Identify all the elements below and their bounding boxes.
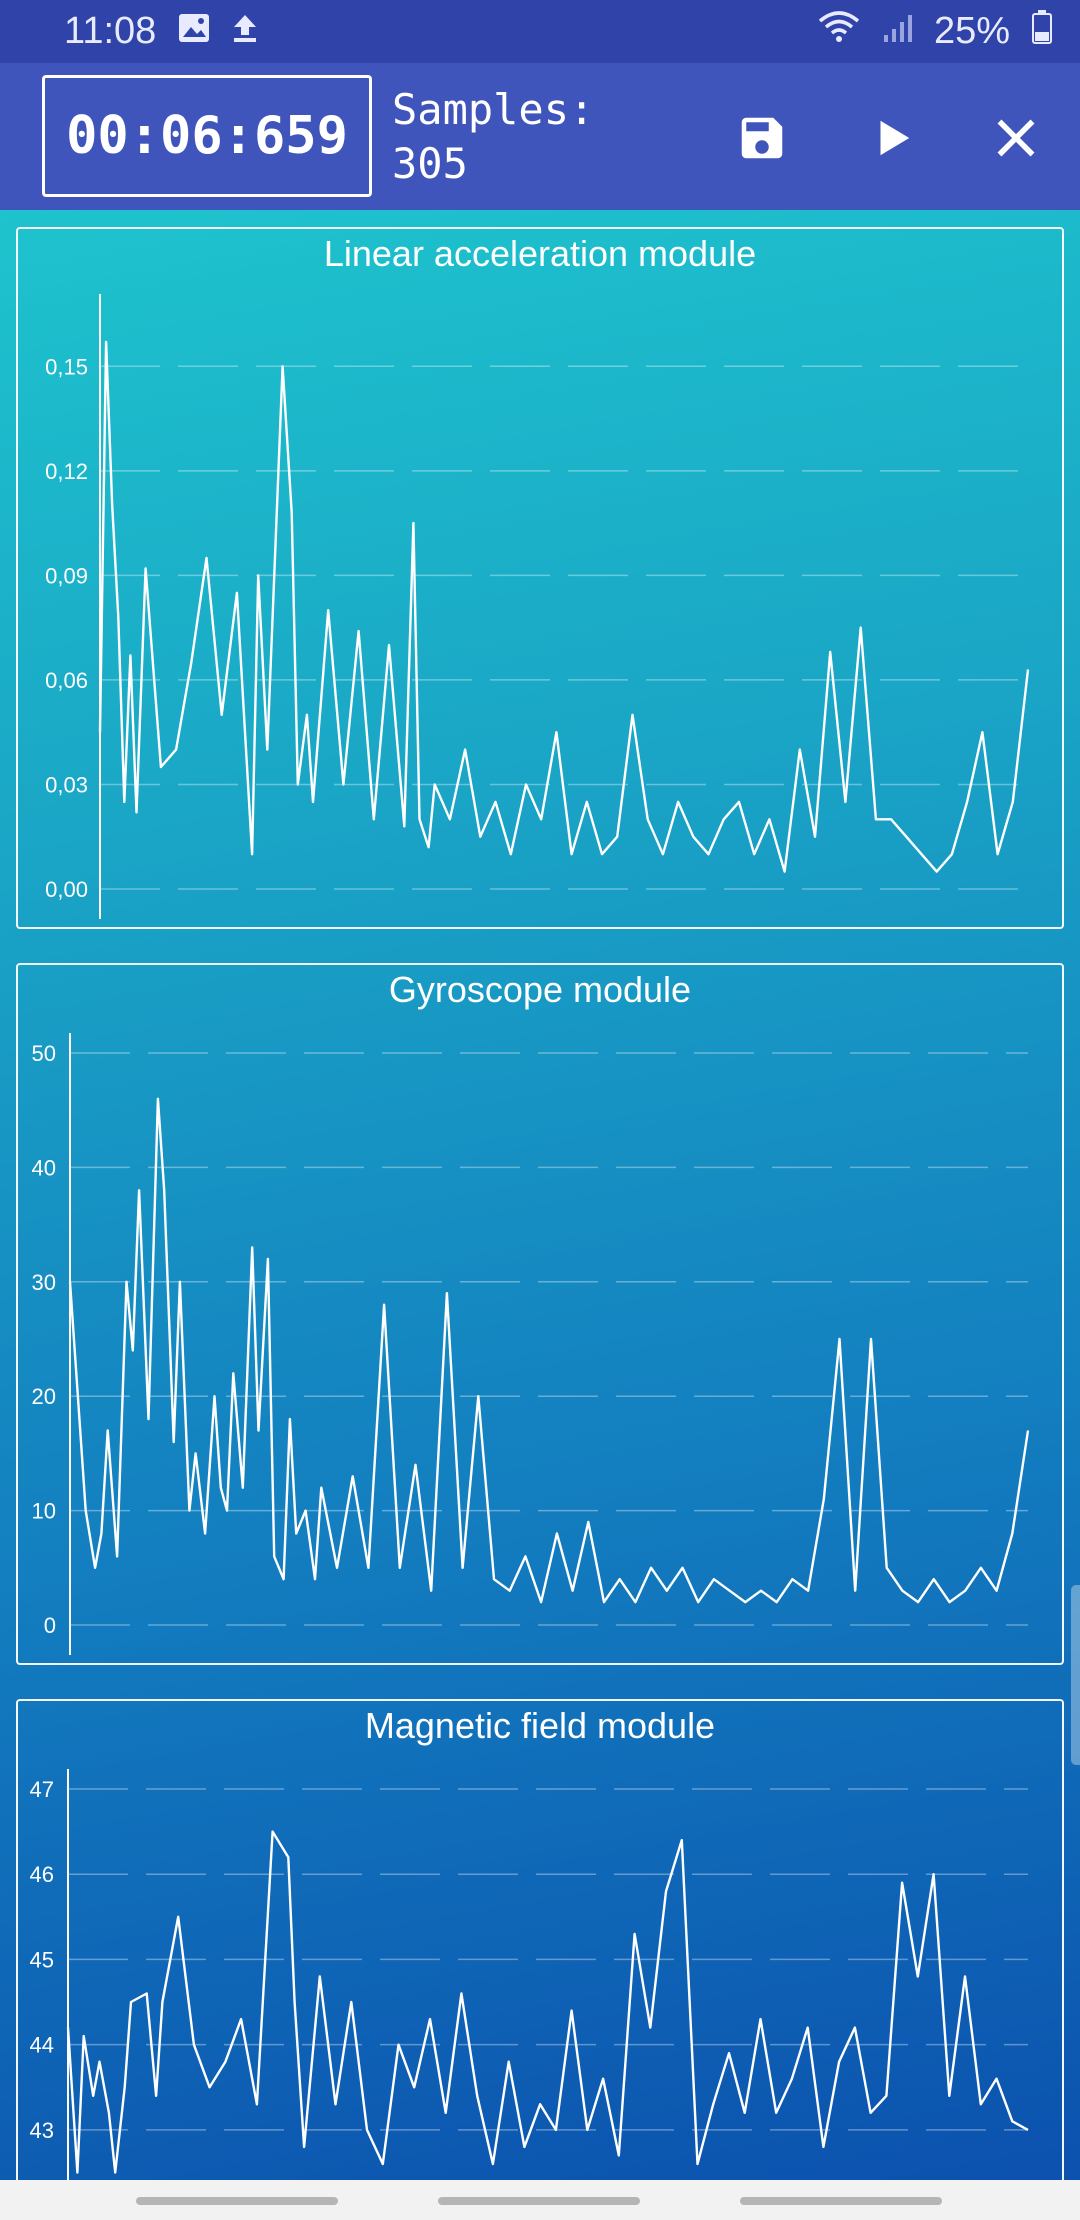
gyroscope-plot: 0 10 20 30 40 50: [32, 1033, 1030, 1655]
samples-label: Samples:: [392, 85, 595, 134]
gyroscope-chart: Gyroscope module 0 10 20 30 40 50: [16, 963, 1064, 1665]
y-tick-label: 0,00: [45, 877, 88, 902]
chart-title: Gyroscope module: [388, 969, 692, 1010]
close-button[interactable]: [976, 98, 1056, 178]
y-tick-label: 0,06: [45, 668, 88, 693]
toolbar: 00:06:659 Samples: 305: [0, 63, 1080, 210]
series-line: [98, 340, 1030, 873]
samples-counter: Samples: 305: [392, 83, 692, 191]
series-line: [68, 1097, 1030, 1604]
y-tick-label: 0: [44, 1613, 56, 1638]
play-button[interactable]: [852, 98, 932, 178]
scroll-handle[interactable]: [1071, 1585, 1080, 1765]
y-tick-label: 20: [32, 1384, 56, 1409]
chart-title: Linear acceleration module: [323, 233, 757, 274]
battery-icon: [1032, 9, 1052, 54]
timer-display: 00:06:659: [42, 75, 372, 197]
nav-home-button[interactable]: [438, 2197, 640, 2205]
image-icon: [178, 10, 210, 53]
magnetic-field-chart: Magnetic field module 43 44 45 46 47: [16, 1699, 1064, 2219]
status-bar: 11:08 25%: [0, 0, 1080, 63]
save-button[interactable]: [722, 98, 802, 178]
wifi-icon: [818, 10, 860, 53]
y-tick-label: 46: [30, 1862, 54, 1887]
series-line: [66, 1830, 1029, 2174]
magnetic-field-plot: 43 44 45 46 47: [30, 1769, 1029, 2181]
battery-text: 25%: [933, 10, 1010, 52]
y-tick-label: 45: [30, 1947, 54, 1972]
y-tick-label: 10: [32, 1499, 56, 1524]
nav-recent-button[interactable]: [136, 2197, 338, 2205]
close-icon: [997, 119, 1035, 157]
y-tick-label: 30: [32, 1270, 56, 1295]
y-tick-label: 43: [30, 2118, 54, 2143]
y-tick-label: 47: [30, 1777, 54, 1802]
y-tick-label: 0,12: [45, 459, 88, 484]
y-tick-label: 0,09: [45, 563, 88, 588]
y-tick-label: 44: [30, 2033, 54, 2058]
chart-title: Magnetic field module: [364, 1705, 716, 1746]
y-tick-label: 50: [32, 1041, 56, 1066]
upload-icon: [232, 10, 258, 53]
y-tick-label: 0,15: [45, 354, 88, 379]
nav-back-button[interactable]: [740, 2197, 942, 2205]
play-icon: [880, 120, 910, 156]
clock: 11:08: [64, 10, 157, 52]
linear-acceleration-chart: Linear acceleration module 0,00 0,03 0,06 0…: [16, 227, 1064, 929]
y-tick-label: 0,03: [45, 772, 88, 797]
linear-acceleration-plot: 0,00 0,03 0,06 0,09 0,12 0,15: [45, 294, 1030, 919]
save-icon: [741, 117, 783, 159]
navigation-bar: [0, 2180, 1080, 2220]
y-tick-label: 40: [32, 1155, 56, 1180]
samples-value: 305: [392, 139, 468, 188]
signal-icon: [882, 10, 912, 53]
